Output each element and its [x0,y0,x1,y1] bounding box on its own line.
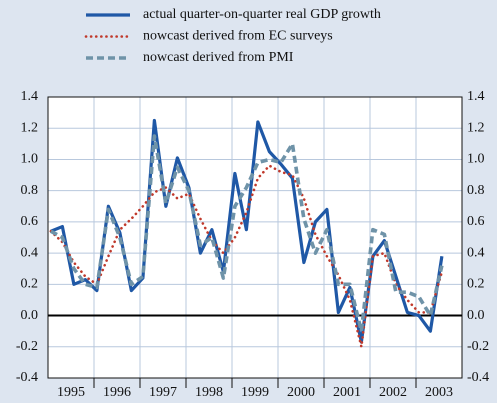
y2-tick-label: 0.2 [467,277,485,292]
y2-tick-label: 1.0 [467,152,485,167]
x-tick-label: 1995 [57,385,85,400]
y2-tick-label: 1.2 [467,120,485,135]
y2-tick-label: 0.6 [467,214,485,229]
x-tick-label: 1999 [241,385,269,400]
y-tick-label: 1.0 [21,152,39,167]
y2-tick-label: 0.0 [467,308,485,323]
y-tick-label: 0.2 [21,277,39,292]
y2-tick-label: 0.8 [467,183,485,198]
y2-tick-label: -0.2 [467,339,489,354]
x-tick-label: 1998 [195,385,223,400]
y2-tick-label: -0.4 [467,370,489,385]
y-tick-label: -0.4 [16,370,38,385]
x-tick-label: 2000 [287,385,315,400]
x-tick-label: 2002 [379,385,407,400]
plot-frame [47,96,463,379]
y-tick-label: 0.0 [21,308,39,323]
y-tick-label: 0.6 [21,214,39,229]
x-tick-label: 1997 [149,385,177,400]
legend-label: actual quarter-on-quarter real GDP growt… [143,7,381,22]
legend-label: nowcast derived from EC surveys [143,29,333,44]
x-tick-label: 2001 [333,385,361,400]
x-tick-label: 1996 [103,385,131,400]
y-tick-label: -0.2 [16,339,38,354]
y-tick-label: 0.4 [21,245,39,260]
series-line [49,164,444,349]
series-line [50,134,444,333]
y2-tick-label: 1.4 [467,89,485,104]
y-tick-label: 0.8 [21,183,39,198]
legend-label: nowcast derived from PMI [143,50,294,65]
x-tick-label: 2003 [425,385,453,400]
y2-tick-label: 0.4 [467,245,485,260]
y-tick-label: 1.4 [21,89,39,104]
series-line [50,118,444,344]
y-tick-label: 1.2 [21,120,39,135]
